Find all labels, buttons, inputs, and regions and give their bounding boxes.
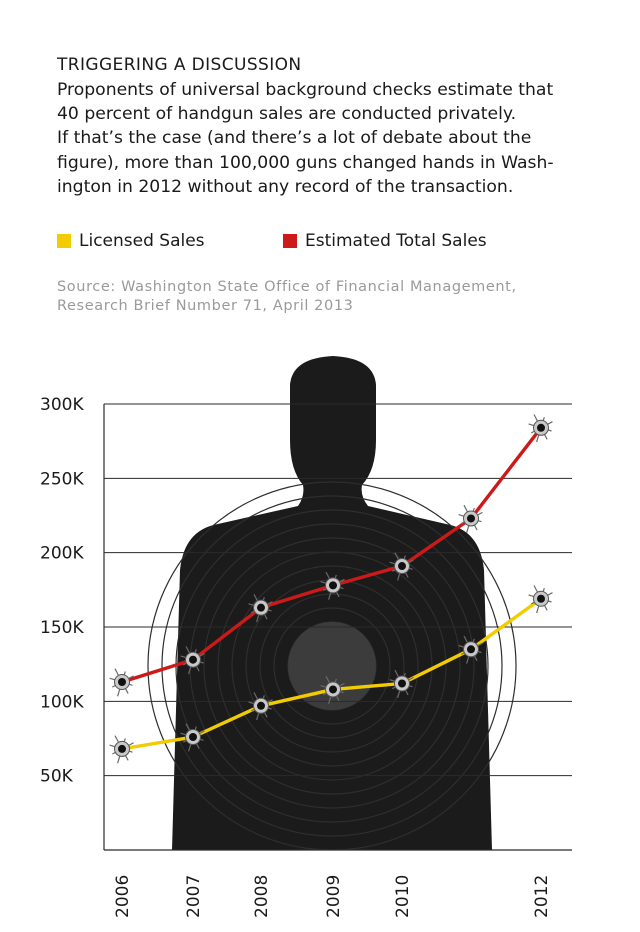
target-ring [203, 537, 461, 795]
y-tick-label: 150K [40, 618, 84, 638]
target-ring [217, 551, 447, 781]
x-tick-label: 2007 [184, 875, 204, 918]
data-point-estimated [458, 504, 483, 533]
x-tick-label: 2006 [113, 875, 133, 918]
y-tick-label: 200K [40, 544, 84, 564]
description-line: Proponents of universal background check… [57, 80, 554, 100]
target-ring [147, 481, 517, 850]
bullet-hole-center [398, 562, 406, 571]
chart-description: Proponents of universal background check… [57, 78, 617, 199]
bullet-hole-center [189, 733, 197, 742]
bullet-hole-center [537, 594, 545, 603]
description-line: If that’s the case (and there’s a lot of… [57, 128, 532, 149]
data-point-licensed [109, 735, 134, 764]
data-point-estimated [109, 668, 134, 697]
bullet-hole-center [189, 655, 197, 664]
description-line: figure), more than 100,000 guns changed … [57, 152, 554, 173]
legend-item-licensed: Licensed Sales [57, 231, 205, 251]
source-note: Source: Washington State Office of Finan… [57, 278, 517, 316]
y-axis: 300K 250K 200K 150K 100K 50K [40, 395, 84, 787]
bullet-hole-center [398, 679, 406, 688]
bullet-hole-center [257, 603, 265, 612]
data-point-estimated [389, 552, 414, 581]
data-point-estimated [180, 646, 205, 675]
data-point-estimated [528, 414, 553, 443]
target-ring [259, 593, 405, 739]
x-tick-label: 2010 [393, 875, 413, 918]
y-tick-label: 300K [40, 395, 84, 415]
bullet-hole-center [257, 701, 265, 710]
source-line: Research Brief Number 71, April 2013 [57, 298, 354, 314]
data-point-estimated [320, 571, 345, 600]
data-point-licensed [248, 692, 273, 721]
y-tick-label: 50K [40, 767, 74, 787]
data-point-licensed [528, 585, 553, 614]
x-tick-label: 2009 [324, 875, 344, 918]
bullet-hole-center [329, 581, 337, 590]
legend-swatch-licensed [57, 234, 71, 248]
x-tick-label: 2008 [252, 875, 272, 918]
data-point-licensed [458, 635, 483, 664]
legend-swatch-estimated [283, 234, 297, 248]
target-ring [231, 565, 433, 767]
x-axis: 2006 2007 2008 2009 2010 2012 [113, 875, 552, 918]
data-point-licensed [180, 723, 205, 752]
data-point-estimated [248, 594, 273, 623]
bullet-hole-center [118, 678, 126, 687]
legend-label-licensed: Licensed Sales [79, 231, 205, 251]
bullet-hole-center [467, 645, 475, 654]
y-tick-label: 100K [40, 692, 84, 712]
data-point-licensed [389, 669, 414, 698]
legend-label-estimated: Estimated Total Sales [305, 231, 487, 251]
legend-item-estimated: Estimated Total Sales [283, 231, 487, 251]
data-point-licensed [320, 675, 345, 704]
series-layer [109, 414, 553, 764]
target-ring [161, 495, 503, 837]
bullet-hole-center [467, 514, 475, 523]
bullet-hole-center [118, 744, 126, 753]
chart-title: TRIGGERING A DISCUSSION [57, 55, 302, 75]
bullet-hole-center [329, 685, 337, 694]
target-ring [273, 607, 391, 725]
grid-lines [103, 403, 572, 851]
y-tick-label: 250K [40, 469, 84, 489]
bullet-hole-center [537, 423, 545, 432]
description-line: ington in 2012 without any record of the… [57, 176, 514, 197]
x-tick-label: 2012 [532, 875, 552, 918]
source-line: Source: Washington State Office of Finan… [57, 279, 517, 295]
description-line: 40 percent of handgun sales are conducte… [57, 104, 517, 125]
